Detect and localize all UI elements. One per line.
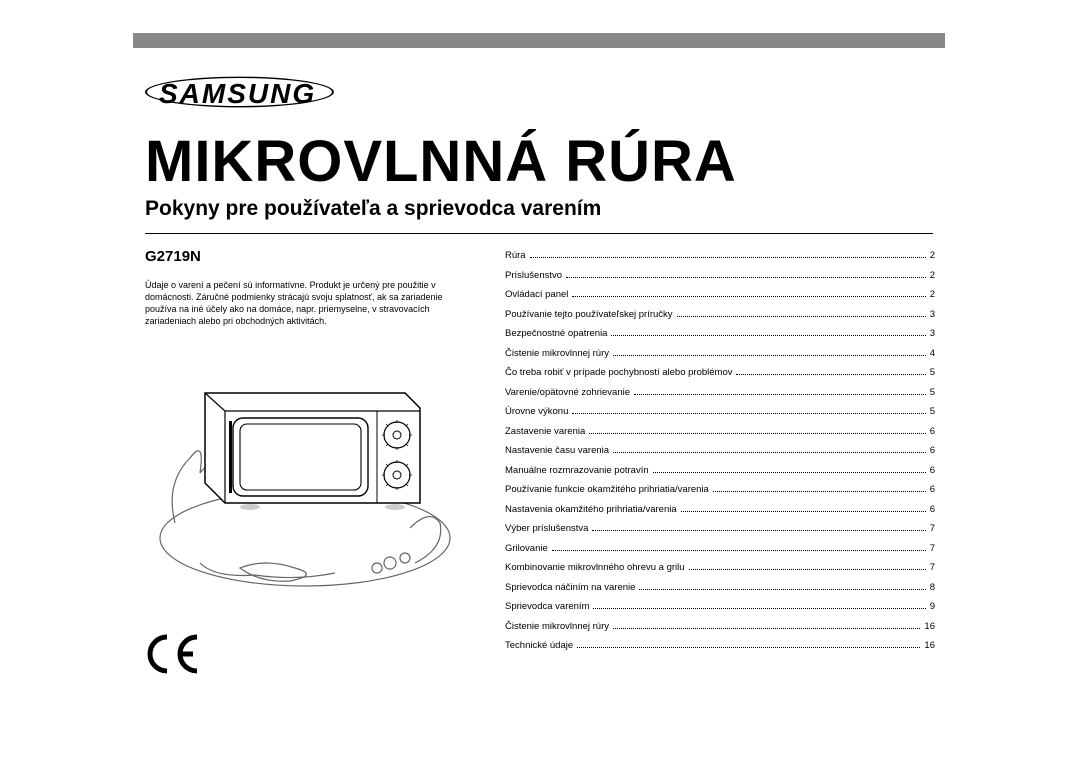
toc-label: Nastavenia okamžitého prihriatia/varenia	[505, 504, 677, 515]
toc-label: Grilovanie	[505, 543, 548, 554]
toc-page-number: 8	[930, 582, 935, 593]
toc-row: Používanie tejto používateľskej príručky…	[505, 309, 935, 320]
toc-leader-dots	[653, 472, 926, 473]
toc-row: Čistenie mikrovlnnej rúry 16	[505, 621, 935, 632]
toc-page-number: 7	[930, 543, 935, 554]
toc-row: Technické údaje 16	[505, 640, 935, 651]
toc-row: Rúra 2	[505, 250, 935, 261]
page-content: SAMSUNG MIKROVLNNÁ RÚRA Pokyny pre použí…	[145, 70, 935, 685]
toc-label: Sprievodca náčiním na varenie	[505, 582, 635, 593]
toc-leader-dots	[589, 433, 925, 434]
toc-row: Čistenie mikrovlnnej rúry 4	[505, 348, 935, 359]
toc-page-number: 2	[930, 270, 935, 281]
toc-page-number: 5	[930, 367, 935, 378]
horizontal-divider	[145, 233, 933, 234]
toc-page-number: 4	[930, 348, 935, 359]
toc-leader-dots	[592, 530, 925, 531]
toc-row: Manuálne rozmrazovanie potravín 6	[505, 465, 935, 476]
toc-row: Úrovne výkonu 5	[505, 406, 935, 417]
toc-row: Príslušenstvo 2	[505, 270, 935, 281]
toc-label: Čistenie mikrovlnnej rúry	[505, 621, 609, 632]
toc-label: Manuálne rozmrazovanie potravín	[505, 465, 649, 476]
samsung-logo: SAMSUNG	[145, 70, 334, 114]
toc-label: Príslušenstvo	[505, 270, 562, 281]
toc-page-number: 6	[930, 484, 935, 495]
toc-label: Varenie/opätovné zohrievanie	[505, 387, 630, 398]
toc-label: Bezpečnostné opatrenia	[505, 328, 607, 339]
toc-row: Nastavenie času varenia 6	[505, 445, 935, 456]
toc-row: Varenie/opätovné zohrievanie 5	[505, 387, 935, 398]
toc-page-number: 7	[930, 523, 935, 534]
toc-page-number: 5	[930, 406, 935, 417]
toc-leader-dots	[572, 296, 925, 297]
toc-leader-dots	[736, 374, 925, 375]
toc-row: Kombinovanie mikrovlnného ohrevu a grilu…	[505, 562, 935, 573]
toc-leader-dots	[639, 589, 925, 590]
toc-leader-dots	[689, 569, 926, 570]
left-column: G2719N Údaje o varení a pečení sú inform…	[145, 248, 465, 685]
toc-leader-dots	[613, 628, 920, 629]
toc-page-number: 3	[930, 309, 935, 320]
toc-row: Sprievodca náčiním na varenie 8	[505, 582, 935, 593]
toc-row: Používanie funkcie okamžitého prihriatia…	[505, 484, 935, 495]
toc-label: Nastavenie času varenia	[505, 445, 609, 456]
toc-leader-dots	[611, 335, 925, 336]
toc-label: Používanie funkcie okamžitého prihriatia…	[505, 484, 709, 495]
toc-row: Ovládací panel 2	[505, 289, 935, 300]
two-column-layout: G2719N Údaje o varení a pečení sú inform…	[145, 248, 935, 685]
toc-leader-dots	[577, 647, 920, 648]
toc-page-number: 6	[930, 504, 935, 515]
toc-page-number: 16	[924, 621, 935, 632]
top-border-bar	[133, 33, 945, 48]
toc-label: Čistenie mikrovlnnej rúry	[505, 348, 609, 359]
toc-leader-dots	[530, 257, 926, 258]
microwave-illustration	[145, 363, 465, 593]
toc-leader-dots	[566, 277, 926, 278]
toc-label: Sprievodca varením	[505, 601, 589, 612]
toc-page-number: 3	[930, 328, 935, 339]
model-number: G2719N	[145, 248, 465, 265]
toc-label: Ovládací panel	[505, 289, 568, 300]
page-subtitle: Pokyny pre používateľa a sprievodca vare…	[145, 197, 935, 221]
toc-leader-dots	[552, 550, 926, 551]
toc-leader-dots	[593, 608, 925, 609]
toc-leader-dots	[634, 394, 926, 395]
toc-page-number: 2	[930, 250, 935, 261]
toc-row: Bezpečnostné opatrenia 3	[505, 328, 935, 339]
toc-leader-dots	[681, 511, 926, 512]
toc-leader-dots	[613, 452, 926, 453]
toc-label: Výber príslušenstva	[505, 523, 588, 534]
toc-row: Výber príslušenstva 7	[505, 523, 935, 534]
toc-label: Úrovne výkonu	[505, 406, 568, 417]
toc-row: Čo treba robiť v prípade pochybností ale…	[505, 367, 935, 378]
disclaimer-text: Údaje o varení a pečení sú informatívne.…	[145, 279, 465, 328]
ce-mark-icon	[145, 633, 465, 685]
toc-leader-dots	[713, 491, 926, 492]
toc-leader-dots	[677, 316, 926, 317]
toc-page-number: 9	[930, 601, 935, 612]
logo-oval-icon	[145, 77, 334, 108]
toc-page-number: 6	[930, 445, 935, 456]
table-of-contents: Rúra 2 Príslušenstvo 2 Ovládací panel 2 Použív…	[505, 248, 935, 685]
toc-leader-dots	[572, 413, 925, 414]
toc-label: Technické údaje	[505, 640, 573, 651]
toc-label: Čo treba robiť v prípade pochybností ale…	[505, 367, 732, 378]
toc-label: Rúra	[505, 250, 526, 261]
toc-page-number: 6	[930, 465, 935, 476]
toc-page-number: 2	[930, 289, 935, 300]
page-title: MIKROVLNNÁ RÚRA	[145, 128, 935, 195]
toc-row: Grilovanie 7	[505, 543, 935, 554]
toc-label: Kombinovanie mikrovlnného ohrevu a grilu	[505, 562, 685, 573]
toc-page-number: 6	[930, 426, 935, 437]
toc-label: Používanie tejto používateľskej príručky	[505, 309, 673, 320]
toc-row: Zastavenie varenia 6	[505, 426, 935, 437]
toc-page-number: 5	[930, 387, 935, 398]
toc-leader-dots	[613, 355, 926, 356]
toc-label: Zastavenie varenia	[505, 426, 585, 437]
toc-page-number: 16	[924, 640, 935, 651]
toc-page-number: 7	[930, 562, 935, 573]
toc-row: Nastavenia okamžitého prihriatia/varenia…	[505, 504, 935, 515]
toc-row: Sprievodca varením 9	[505, 601, 935, 612]
